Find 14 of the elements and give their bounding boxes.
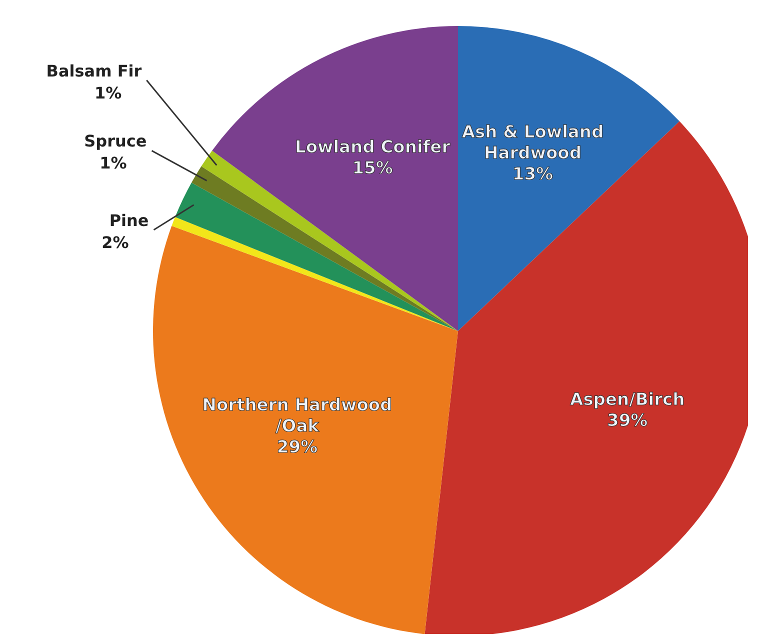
slice-label: Pine <box>109 210 149 230</box>
slice-label: Aspen/Birch <box>570 390 685 410</box>
data-label: 39% <box>607 411 648 432</box>
data-label: 1% <box>94 83 122 102</box>
data-label: 15% <box>352 158 393 178</box>
slice-label: Balsam Fir <box>46 61 142 80</box>
data-label: 2% <box>102 232 129 252</box>
slice-label: Spruce <box>84 132 147 151</box>
data-label: 13% <box>512 164 554 184</box>
data-label: 1% <box>100 154 127 173</box>
slice-label: Ash & Lowland Hardwood <box>462 122 604 164</box>
data-label: 29% <box>276 438 318 458</box>
slice-label: Northern Hardwood /Oak <box>202 396 392 437</box>
slice-label: Lowland Conifer <box>294 137 451 158</box>
